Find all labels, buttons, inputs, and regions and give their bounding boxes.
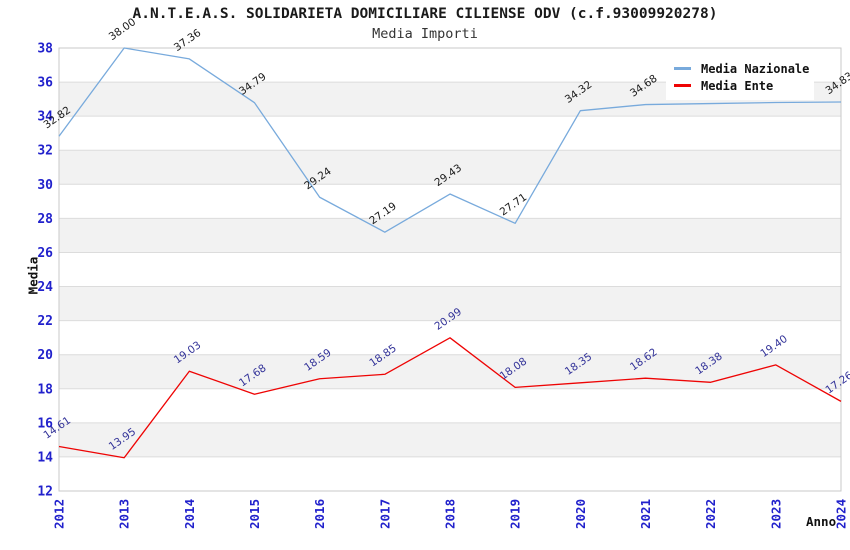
x-tick-label: 2020 [573, 499, 588, 529]
legend-swatch-blue-line-icon [674, 67, 691, 70]
x-axis-title: Anno [806, 514, 837, 529]
legend-item-media-nazionale: Media Nazionale [674, 60, 814, 77]
series-line-media-ente [58, 337, 842, 459]
legend-label: Media Ente [701, 78, 774, 93]
grid-band [59, 218, 841, 253]
y-tick-label: 20 [37, 348, 53, 363]
data-point-label: 37.36 [172, 27, 204, 54]
chart-subtitle: Media Importi [372, 26, 478, 42]
legend: Media Nazionale Media Ente [666, 56, 814, 100]
y-tick-label: 34 [37, 110, 53, 125]
y-tick-label: 28 [37, 212, 53, 227]
x-tick-label: 2014 [182, 499, 197, 529]
chart-title: A.N.T.E.A.S. SOLIDARIETA DOMICILIARE CIL… [132, 6, 718, 22]
legend-item-media-ente: Media Ente [674, 77, 814, 94]
x-tick-label: 2021 [638, 499, 653, 529]
x-tick-label: 2024 [834, 499, 849, 529]
x-tick-label: 2018 [443, 499, 458, 529]
y-tick-label: 18 [37, 382, 53, 397]
data-point-label: 27.71 [498, 191, 530, 218]
y-tick-label: 36 [37, 76, 53, 91]
y-tick-label: 32 [37, 144, 53, 159]
x-tick-label: 2019 [508, 499, 523, 529]
data-point-label: 38.00 [107, 16, 139, 43]
y-tick-label: 38 [37, 42, 53, 57]
x-tick-label: 2016 [312, 499, 327, 529]
x-tick-label: 2013 [117, 499, 132, 529]
x-tick-label: 2022 [703, 499, 718, 529]
legend-label: Media Nazionale [701, 61, 810, 76]
legend-swatch-red-line-icon [674, 84, 691, 87]
grid-band [59, 422, 841, 457]
x-tick-label: 2023 [768, 499, 783, 529]
y-tick-label: 26 [37, 246, 53, 261]
x-tick-label: 2015 [247, 499, 262, 529]
plot-border [58, 47, 842, 492]
y-tick-label: 16 [37, 416, 53, 431]
y-tick-label: 14 [37, 450, 53, 465]
grid-band [59, 150, 841, 185]
series-line-media-nazionale [58, 47, 842, 233]
y-axis-title: Media [25, 256, 41, 295]
y-tick-label: 22 [37, 314, 53, 329]
x-tick-label: 2012 [52, 499, 67, 529]
y-tick-label: 24 [37, 280, 53, 295]
x-tick-label: 2017 [377, 499, 392, 529]
y-tick-label: 30 [37, 178, 53, 193]
data-point-label: 32.82 [42, 104, 74, 131]
grid-band [59, 286, 841, 321]
y-tick-label: 12 [37, 485, 53, 500]
